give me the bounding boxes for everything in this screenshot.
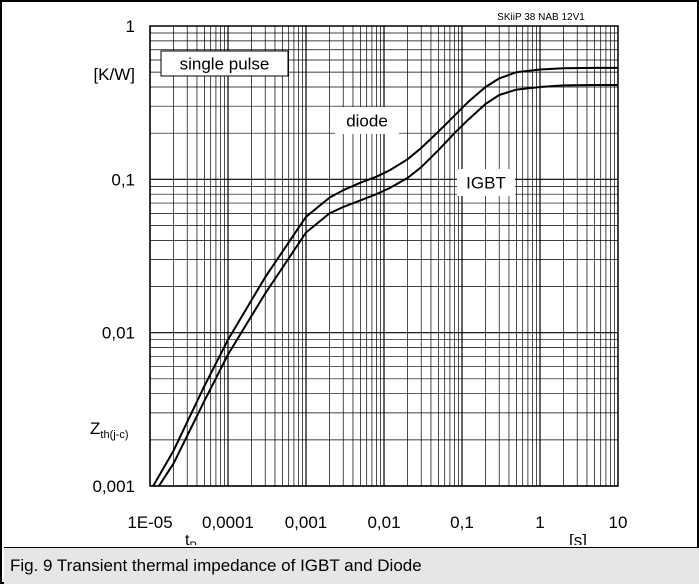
y-tick-label: 0,001 bbox=[92, 477, 135, 496]
x-tick-label: 0,0001 bbox=[202, 513, 254, 532]
y-unit-label: [K/W] bbox=[93, 65, 135, 84]
y-tick-label: 0,01 bbox=[102, 324, 135, 343]
caption-bar: Fig. 9 Transient thermal impedance of IG… bbox=[4, 547, 699, 584]
x-tick-label: 1E-05 bbox=[127, 513, 172, 532]
y-tick-label: 1 bbox=[126, 17, 135, 36]
x-axis-label: [s] bbox=[569, 531, 587, 545]
y-tick-label: 0,1 bbox=[111, 170, 135, 189]
annotation-diode-bg bbox=[335, 107, 399, 134]
annotation-diode: diode bbox=[346, 112, 388, 131]
annotation-single-pulse-bg bbox=[160, 50, 289, 77]
y-symbol: Zth(j-c) bbox=[90, 419, 129, 441]
annotation-single-pulse: single pulse bbox=[180, 55, 270, 74]
series-line-diode bbox=[152, 66, 618, 487]
x-tick-label: 1 bbox=[535, 513, 544, 532]
plot-border bbox=[149, 25, 619, 487]
x-tick-label: 0,001 bbox=[285, 513, 328, 532]
device-code: SKiiP 38 NAB 12V1 bbox=[497, 12, 585, 23]
annotation-igbt: IGBT bbox=[466, 174, 506, 193]
labels-layer: 1E-05 0,0001 0,001 0,01 0,1 1 10 0,001 0,01 0,1 1 [… bbox=[90, 12, 627, 545]
figure-caption: Fig. 9 Transient thermal impedance of IG… bbox=[10, 556, 422, 575]
annotation-igbt-bg bbox=[457, 169, 515, 196]
x-tick-label: 10 bbox=[609, 513, 628, 532]
y-symbol-subscript: th(j-c) bbox=[100, 429, 128, 441]
chart: 1E-05 0,0001 0,001 0,01 0,1 1 10 0,001 0,01 0,1 1 [… bbox=[90, 12, 627, 545]
series-line-igbt bbox=[158, 84, 618, 487]
series-layer bbox=[152, 66, 618, 487]
x-tick-label: 0,01 bbox=[367, 513, 400, 532]
x-tick-label: 0,1 bbox=[450, 513, 474, 532]
x-symbol: tP bbox=[185, 532, 197, 545]
x-symbol-subscript: P bbox=[189, 540, 196, 545]
